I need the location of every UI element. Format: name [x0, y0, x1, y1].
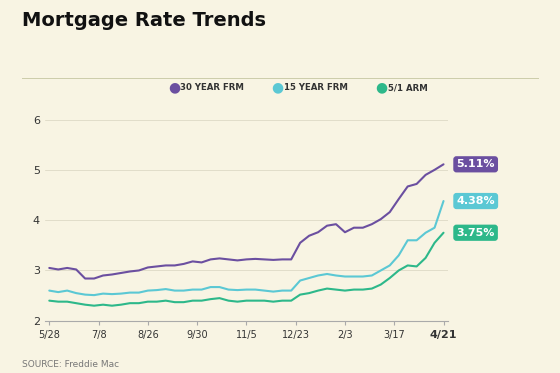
- Text: Mortgage Rate Trends: Mortgage Rate Trends: [22, 11, 267, 30]
- Text: SOURCE: Freddie Mac: SOURCE: Freddie Mac: [22, 360, 119, 369]
- Text: 3.75%: 3.75%: [456, 228, 495, 238]
- Text: ●: ●: [168, 81, 180, 95]
- Text: 30 YEAR FRM: 30 YEAR FRM: [180, 83, 244, 92]
- Text: 5/1 ARM: 5/1 ARM: [388, 83, 427, 92]
- Text: 15 YEAR FRM: 15 YEAR FRM: [284, 83, 348, 92]
- Text: ●: ●: [272, 81, 284, 95]
- Text: 4.38%: 4.38%: [456, 196, 495, 206]
- Text: ●: ●: [375, 81, 388, 95]
- Text: 5.11%: 5.11%: [456, 159, 495, 169]
